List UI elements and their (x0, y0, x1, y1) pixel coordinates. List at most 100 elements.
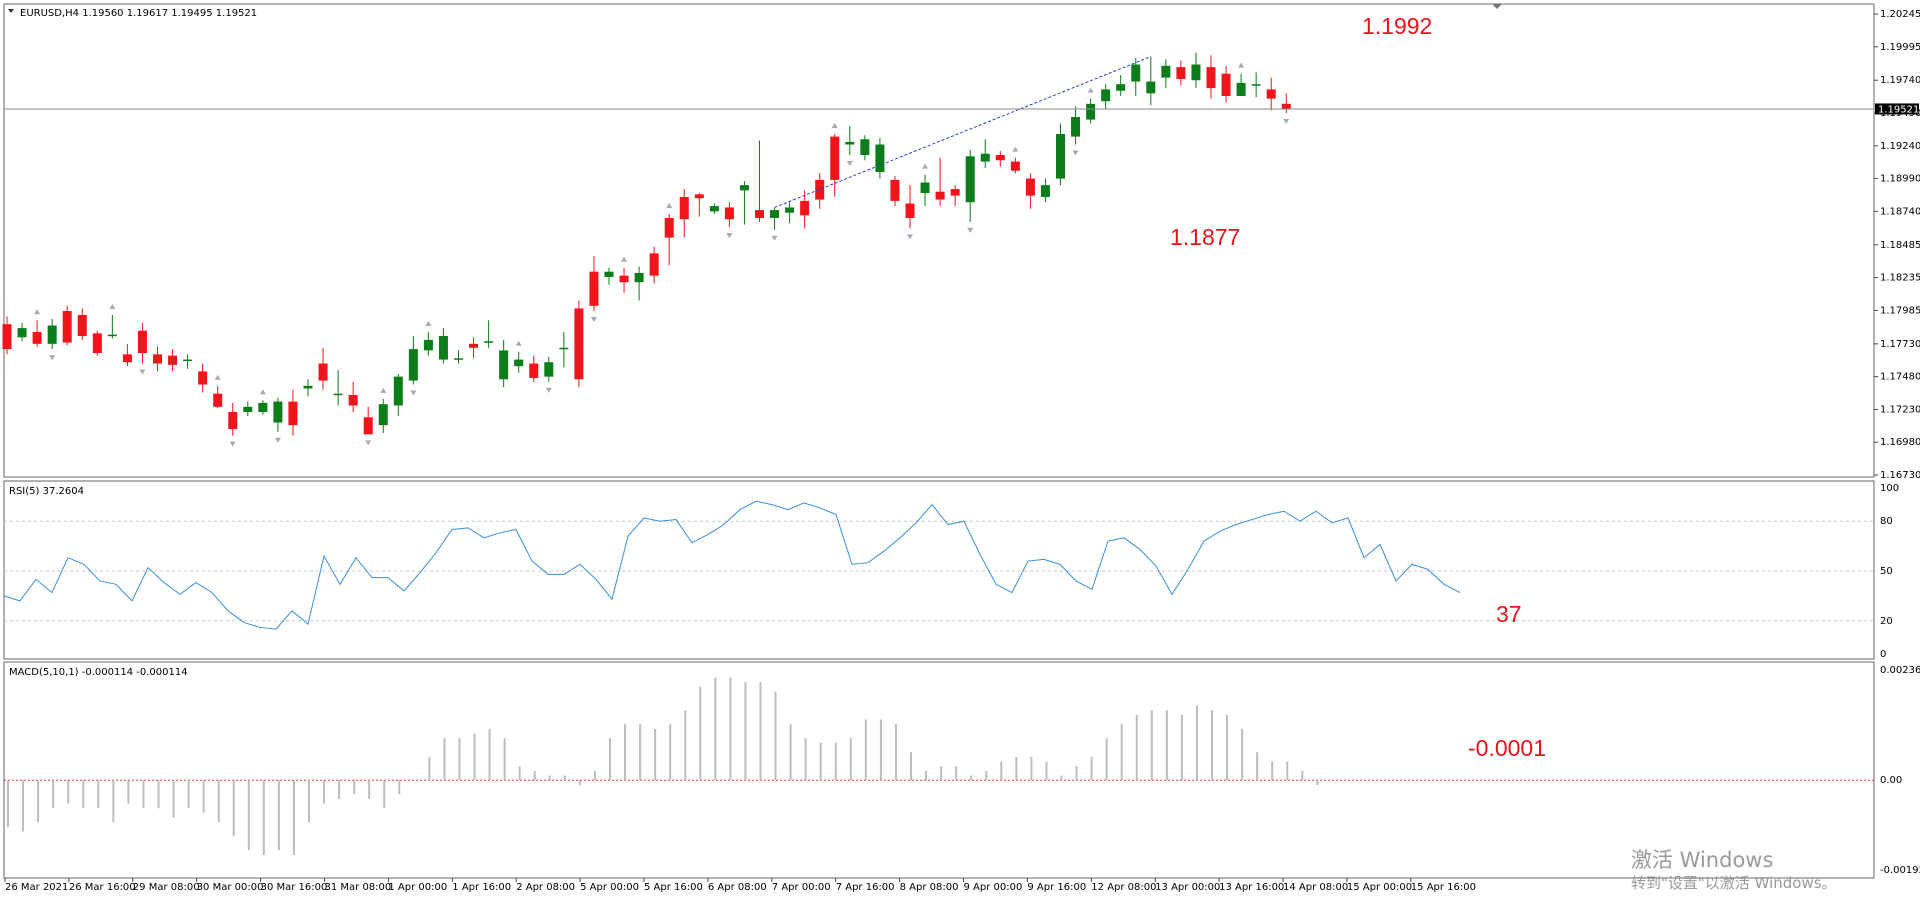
candle-body (393, 376, 403, 406)
collapse-arrow-icon[interactable] (8, 9, 14, 13)
price-tick-label: 1.19740 (1880, 75, 1920, 86)
candle-body (137, 330, 147, 354)
fractal-up-arrow (1087, 87, 1094, 93)
rsi-line (3, 500, 1461, 630)
time-tick-label: 26 Mar 2021 (5, 882, 68, 893)
time-tick-label: 29 Mar 08:00 (133, 882, 200, 893)
fractal-up-arrow (380, 387, 387, 393)
candle-body (1266, 89, 1276, 99)
candle-body (785, 207, 795, 213)
macd-header: MACD(5,10,1) -0.000114 -0.000114 (9, 667, 188, 678)
candle-body (1161, 65, 1171, 78)
current-price-box (1875, 103, 1919, 115)
candle-body (484, 341, 494, 343)
time-tick-label: 5 Apr 00:00 (580, 882, 639, 893)
candle-body (800, 200, 810, 216)
axis-labels-layer: 1.202451.199951.197401.194901.192401.189… (4, 9, 1920, 893)
fractal-up-arrow (922, 163, 929, 169)
candle-body (559, 347, 569, 350)
chart-shift-marker-icon[interactable] (1492, 4, 1502, 9)
price-tick-label: 1.18485 (1880, 240, 1920, 251)
rsi-tick-label: 20 (1880, 616, 1893, 627)
macd-layer (7, 677, 1319, 855)
candle-body (438, 335, 448, 360)
macd-tick-label: 0.002361 (1880, 665, 1920, 676)
time-tick-label: 13 Apr 16:00 (1219, 882, 1284, 893)
candle-body (318, 363, 328, 381)
activation-watermark-subtitle: 转到"设置"以激活 Windows。 (1631, 874, 1837, 892)
candle-body (183, 359, 193, 362)
fractal-up-arrow (666, 203, 673, 209)
candle-body (258, 402, 268, 413)
candle-body (213, 393, 223, 407)
candle-body (92, 333, 102, 354)
current-price-label: 1.19521 (1878, 104, 1919, 115)
candle-body (107, 334, 117, 337)
candle-body (589, 271, 599, 306)
rsi-panel-frame (3, 480, 1875, 660)
price-tick-label: 1.19995 (1880, 42, 1920, 53)
candle-body (875, 144, 885, 173)
fractal-up-arrow (1238, 62, 1245, 68)
price-tick-label: 1.19240 (1880, 141, 1920, 152)
annotation-macd: -0.0001 (1468, 735, 1546, 761)
price-tick-label: 1.20245 (1880, 9, 1920, 20)
macd-tick-label: 0.00 (1880, 775, 1902, 786)
candle-body (514, 359, 524, 367)
time-tick-label: 30 Mar 16:00 (261, 882, 328, 893)
candle-body (770, 210, 780, 218)
candle-body (1281, 103, 1291, 110)
candle-body (499, 350, 509, 380)
time-tick-label: 15 Apr 00:00 (1347, 882, 1412, 893)
candle-body (529, 363, 539, 378)
time-tick-label: 30 Mar 00:00 (197, 882, 264, 893)
candle-body (755, 210, 764, 218)
rsi-tick-label: 50 (1880, 566, 1893, 577)
time-tick-label: 15 Apr 16:00 (1411, 882, 1476, 893)
price-tick-label: 1.18740 (1880, 206, 1920, 217)
fractal-down-arrow (771, 235, 778, 241)
main-panel-frame (3, 3, 1875, 478)
candle-body (544, 362, 554, 377)
candle-body (920, 182, 930, 194)
candle-body (122, 354, 132, 363)
time-tick-label: 9 Apr 16:00 (1027, 882, 1086, 893)
time-tick-label: 9 Apr 00:00 (964, 882, 1023, 893)
rsi-tick-label: 0 (1880, 649, 1886, 660)
fractal-down-arrow (726, 233, 733, 239)
time-tick-label: 7 Apr 00:00 (772, 882, 831, 893)
candle-body (1056, 134, 1065, 179)
candle-body (168, 355, 178, 365)
candle-body (454, 358, 463, 360)
fractal-down-arrow (590, 317, 597, 323)
candle-body (619, 275, 629, 283)
candle-body (408, 349, 418, 381)
candle-body (1176, 67, 1186, 79)
time-tick-label: 12 Apr 08:00 (1091, 882, 1156, 893)
rsi-tick-label: 80 (1880, 516, 1893, 527)
candle-body (333, 393, 343, 396)
candle-body (935, 191, 945, 200)
price-tick-label: 1.17985 (1880, 305, 1920, 316)
time-tick-label: 1 Apr 00:00 (388, 882, 447, 893)
candle-body (890, 179, 900, 201)
candle-body (243, 406, 253, 413)
fractal-down-arrow (229, 441, 236, 447)
fractal-down-arrow (365, 440, 372, 446)
candle-body (649, 253, 659, 276)
candle-body (604, 271, 614, 277)
rsi-tick-label: 100 (1880, 483, 1899, 494)
candle-body (153, 354, 162, 364)
fractal-up-arrow (1012, 146, 1019, 152)
candle-body (679, 196, 689, 220)
candle-body (664, 217, 674, 238)
rsi-layer (3, 500, 1461, 630)
candle-body (1101, 89, 1111, 102)
candle-body (1221, 73, 1231, 96)
candle-body (1116, 84, 1126, 91)
candle-body (815, 179, 825, 200)
candle-body (980, 153, 990, 162)
candle-body (709, 206, 719, 212)
candle-body (830, 136, 840, 180)
